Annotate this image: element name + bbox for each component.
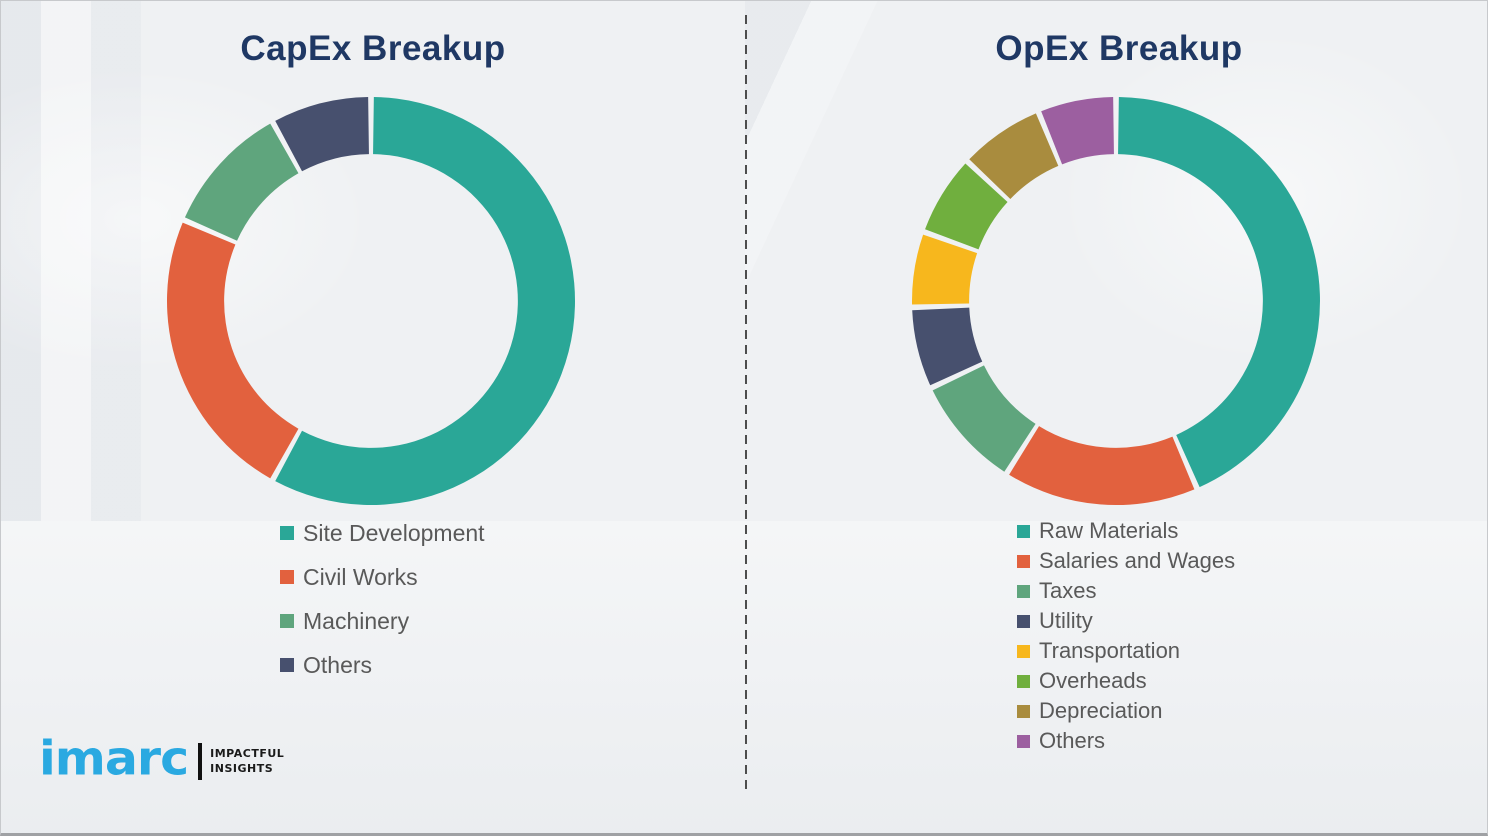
capex-legend-swatch-civil-works: [280, 570, 294, 584]
opex-legend-label: Salaries and Wages: [1039, 548, 1236, 573]
opex-segment-salaries-and-wages: [1009, 426, 1195, 505]
imarc-logo: imarc IMPACTFUL INSIGHTS: [39, 734, 284, 783]
opex-segment-transportation: [911, 234, 978, 305]
opex-legend-item-others: Others: [1017, 726, 1235, 756]
opex-legend-swatch-utility: [1017, 614, 1030, 628]
capex-legend-label: Civil Works: [303, 563, 418, 590]
opex-legend-swatch-others: [1017, 734, 1030, 748]
capex-segment-machinery: [184, 123, 299, 241]
opex-legend-swatch-transportation: [1017, 644, 1030, 658]
opex-legend-swatch-raw-materials: [1017, 524, 1030, 538]
imarc-wordmark: imarc: [39, 731, 189, 786]
capex-segment-others: [275, 97, 369, 172]
capex-legend-item-site-development: Site Development: [280, 511, 485, 555]
capex-legend-item-machinery: Machinery: [280, 599, 485, 643]
capex-legend-item-others: Others: [280, 643, 485, 687]
logo-tagline-line1: IMPACTFUL: [210, 747, 285, 761]
opex-legend-label: Overheads: [1039, 668, 1147, 693]
opex-legend-swatch-taxes: [1017, 584, 1030, 598]
capex-legend-item-civil-works: Civil Works: [280, 555, 485, 599]
opex-segment-others: [1041, 97, 1114, 165]
opex-legend-item-salaries-and-wages: Salaries and Wages: [1017, 546, 1235, 576]
capex-chart-title: CapEx Breakup: [240, 29, 506, 68]
opex-segment-raw-materials: [1118, 97, 1320, 488]
opex-legend-item-raw-materials: Raw Materials: [1017, 516, 1235, 546]
opex-donut-chart: [911, 97, 1320, 505]
opex-legend-item-overheads: Overheads: [1017, 666, 1235, 696]
opex-legend: Raw Materials Salaries and Wages Taxes Util…: [1017, 516, 1235, 756]
opex-chart-title: OpEx Breakup: [995, 29, 1243, 68]
capex-legend-label: Site Development: [303, 519, 485, 546]
logo-tagline-line2: INSIGHTS: [210, 761, 274, 775]
opex-legend-label: Depreciation: [1039, 698, 1163, 723]
capex-segment-civil-works: [167, 222, 299, 479]
opex-legend-item-depreciation: Depreciation: [1017, 696, 1235, 726]
logo-separator-bar: [198, 743, 203, 780]
dashed-divider-line: [745, 15, 747, 791]
capex-legend: Site Development Civil Works Machinery Othe…: [280, 511, 485, 687]
opex-legend-item-taxes: Taxes: [1017, 576, 1235, 606]
opex-legend-swatch-depreciation: [1017, 704, 1030, 718]
opex-legend-label: Others: [1039, 728, 1106, 753]
opex-legend-item-utility: Utility: [1017, 606, 1235, 636]
capex-legend-swatch-machinery: [280, 614, 294, 628]
opex-segment-taxes: [932, 365, 1036, 472]
capex-legend-label: Machinery: [303, 607, 410, 634]
opex-legend-swatch-salaries-and-wages: [1017, 554, 1030, 568]
logo-tagline: IMPACTFUL INSIGHTS: [210, 747, 284, 776]
capex-legend-label: Others: [303, 651, 373, 678]
opex-segment-overheads: [925, 163, 1008, 250]
opex-legend-label: Utility: [1039, 608, 1093, 633]
capex-donut-chart: [167, 97, 576, 506]
opex-legend-item-transportation: Transportation: [1017, 636, 1235, 666]
capex-legend-swatch-site-development: [280, 526, 294, 540]
capex-segment-site-development: [275, 97, 576, 506]
opex-legend-label: Raw Materials: [1039, 518, 1179, 543]
opex-legend-label: Taxes: [1039, 578, 1097, 603]
opex-segment-depreciation: [969, 113, 1059, 199]
capex-legend-swatch-others: [280, 658, 294, 672]
opex-segment-utility: [912, 307, 983, 386]
opex-legend-swatch-overheads: [1017, 674, 1030, 688]
opex-legend-label: Transportation: [1039, 638, 1181, 663]
